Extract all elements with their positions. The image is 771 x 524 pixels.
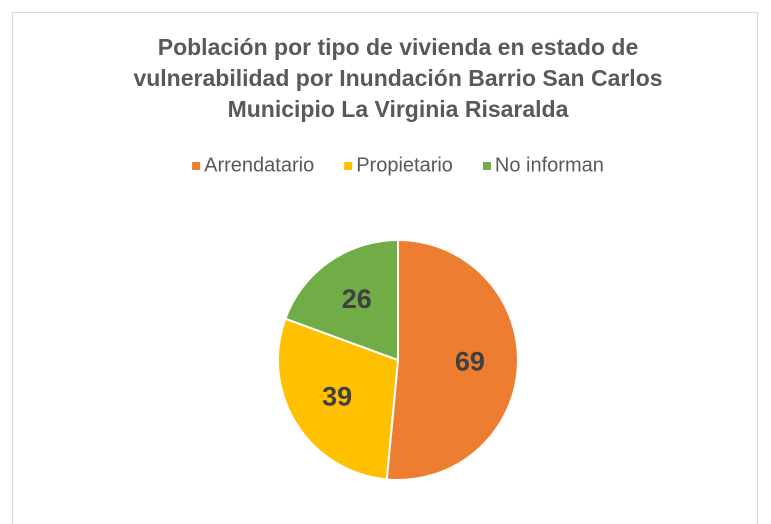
legend-label: No informan (495, 154, 604, 176)
legend-swatch (344, 162, 353, 170)
chart-frame (12, 12, 758, 524)
data-label: 69 (455, 346, 485, 376)
pie-slice (385, 238, 519, 481)
pie-slice (277, 317, 400, 481)
data-label: 39 (322, 382, 352, 412)
data-label: 26 (342, 284, 372, 314)
legend-label: Arrendatario (204, 154, 314, 176)
legend-label: Propietario (356, 154, 453, 176)
pie-slice (284, 238, 399, 362)
chart-title: Población por tipo de vivienda en estado… (133, 34, 663, 122)
legend-swatch (192, 162, 201, 170)
legend-swatch (482, 162, 491, 170)
